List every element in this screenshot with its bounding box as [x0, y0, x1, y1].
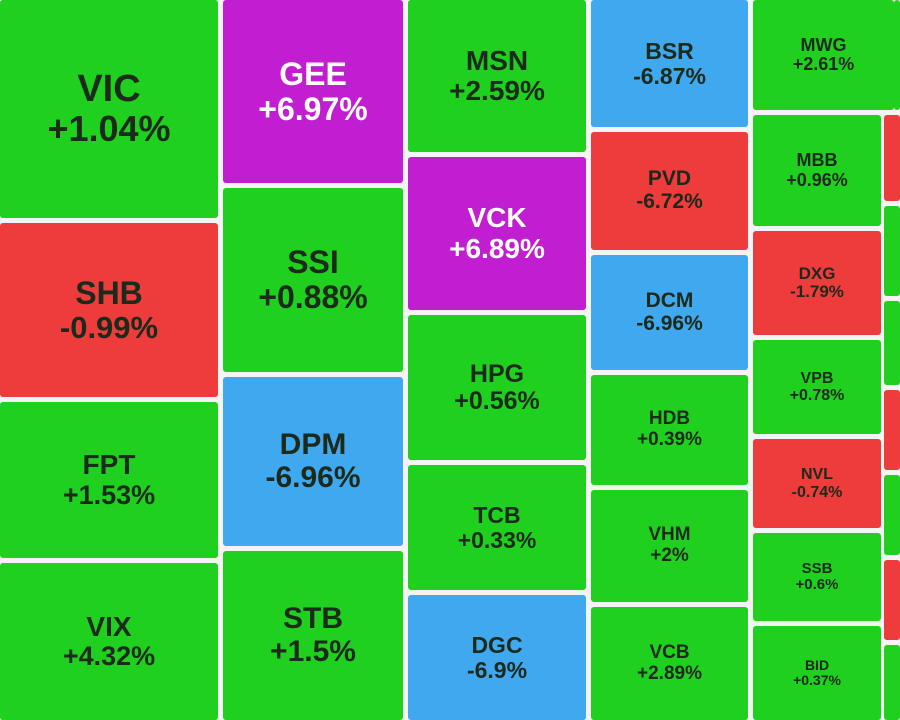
- tile-dcm[interactable]: DCM -6.96%: [591, 255, 748, 370]
- tile-bid[interactable]: BID +0.37%: [753, 626, 881, 720]
- tile-change: +0.37%: [793, 672, 841, 688]
- tile-edge-27[interactable]: [884, 206, 900, 296]
- tile-change: +2%: [650, 545, 689, 566]
- tile-change: +0.88%: [258, 279, 368, 315]
- tile-pvd[interactable]: PVD -6.72%: [591, 132, 748, 250]
- tile-edge-33[interactable]: [894, 0, 900, 110]
- tile-change: +2.61%: [792, 54, 855, 74]
- tile-symbol: TCB: [473, 501, 521, 528]
- tile-change: -6.96%: [636, 311, 703, 335]
- tile-change: -6.72%: [636, 190, 703, 213]
- tile-stb[interactable]: STB +1.5%: [223, 551, 403, 720]
- tile-symbol: VCB: [649, 641, 690, 663]
- tile-gee[interactable]: GEE +6.97%: [223, 0, 403, 183]
- tile-tcb[interactable]: TCB +0.33%: [408, 465, 586, 590]
- tile-change: -0.74%: [791, 483, 843, 501]
- tile-change: -1.79%: [790, 282, 844, 301]
- tile-change: +2.89%: [637, 662, 702, 684]
- tile-nvl[interactable]: NVL -0.74%: [753, 439, 881, 528]
- tile-dxg[interactable]: DXG -1.79%: [753, 231, 881, 335]
- tile-change: +1.53%: [62, 479, 156, 510]
- tile-symbol: SSI: [287, 244, 339, 281]
- tile-edge-31[interactable]: [884, 560, 900, 640]
- tile-change: +2.59%: [449, 75, 545, 106]
- tile-shb[interactable]: SHB -0.99%: [0, 223, 218, 397]
- tile-symbol: NVL: [801, 466, 833, 484]
- tile-symbol: DCM: [645, 288, 694, 312]
- tile-symbol: VIX: [86, 610, 132, 642]
- tile-symbol: MBB: [796, 150, 838, 171]
- tile-ssb[interactable]: SSB +0.6%: [753, 533, 881, 621]
- tile-bsr[interactable]: BSR -6.87%: [591, 0, 748, 127]
- tile-symbol: VHM: [648, 524, 691, 546]
- tile-change: +6.89%: [449, 232, 545, 264]
- tile-symbol: BSR: [645, 37, 694, 64]
- tile-symbol: MWG: [800, 34, 847, 55]
- tile-symbol: HDB: [648, 408, 691, 430]
- tile-vcb[interactable]: VCB +2.89%: [591, 607, 748, 720]
- tile-symbol: BID: [804, 656, 830, 673]
- tile-mwg[interactable]: MWG +2.61%: [753, 0, 894, 110]
- tile-change: +6.97%: [258, 90, 368, 127]
- tile-symbol: DXG: [798, 263, 836, 283]
- tile-vix[interactable]: VIX +4.32%: [0, 563, 218, 720]
- tile-change: +0.96%: [786, 169, 848, 190]
- tile-symbol: HPG: [469, 359, 525, 388]
- tile-edge-30[interactable]: [884, 475, 900, 555]
- tile-symbol: FPT: [82, 449, 136, 481]
- tile-change: +0.78%: [789, 387, 845, 404]
- tile-symbol: STB: [283, 602, 343, 636]
- tile-symbol: SSB: [801, 559, 833, 577]
- tile-vpb[interactable]: VPB +0.78%: [753, 340, 881, 434]
- tile-symbol: VPB: [800, 369, 834, 387]
- tile-symbol: SHB: [75, 274, 143, 311]
- tile-dpm[interactable]: DPM -6.96%: [223, 377, 403, 546]
- tile-fpt[interactable]: FPT +1.53%: [0, 402, 218, 558]
- tile-change: +0.33%: [457, 526, 537, 553]
- tile-symbol: DGC: [471, 631, 523, 658]
- tile-symbol: VCK: [467, 202, 527, 234]
- tile-change: +0.56%: [454, 386, 540, 415]
- tile-symbol: VIC: [77, 68, 141, 111]
- tile-hdb[interactable]: HDB +0.39%: [591, 375, 748, 485]
- tile-change: +0.39%: [637, 429, 702, 450]
- tile-vhm[interactable]: VHM +2%: [591, 490, 748, 602]
- tile-change: +4.32%: [62, 641, 156, 672]
- tile-change: -0.99%: [59, 309, 159, 345]
- tile-change: +1.04%: [47, 108, 171, 150]
- tile-change: +0.6%: [795, 576, 839, 593]
- tile-vck[interactable]: VCK +6.89%: [408, 157, 586, 310]
- tile-edge-32[interactable]: [884, 645, 900, 720]
- tile-symbol: MSN: [465, 44, 529, 76]
- tile-symbol: PVD: [647, 167, 692, 191]
- tile-edge-28[interactable]: [884, 301, 900, 385]
- tile-ssi[interactable]: SSI +0.88%: [223, 188, 403, 372]
- tile-msn[interactable]: MSN +2.59%: [408, 0, 586, 152]
- tile-change: -6.96%: [265, 460, 361, 494]
- tile-vic[interactable]: VIC +1.04%: [0, 0, 218, 218]
- tile-mbb[interactable]: MBB +0.96%: [753, 115, 881, 226]
- tile-change: +1.5%: [270, 634, 356, 668]
- tile-symbol: GEE: [279, 55, 347, 92]
- tile-change: -6.9%: [466, 656, 528, 683]
- tile-dgc[interactable]: DGC -6.9%: [408, 595, 586, 720]
- tile-hpg[interactable]: HPG +0.56%: [408, 315, 586, 460]
- tile-edge-29[interactable]: [884, 390, 900, 470]
- tile-edge-26[interactable]: [884, 115, 900, 201]
- tile-symbol: DPM: [279, 428, 347, 462]
- tile-change: -6.87%: [633, 62, 706, 89]
